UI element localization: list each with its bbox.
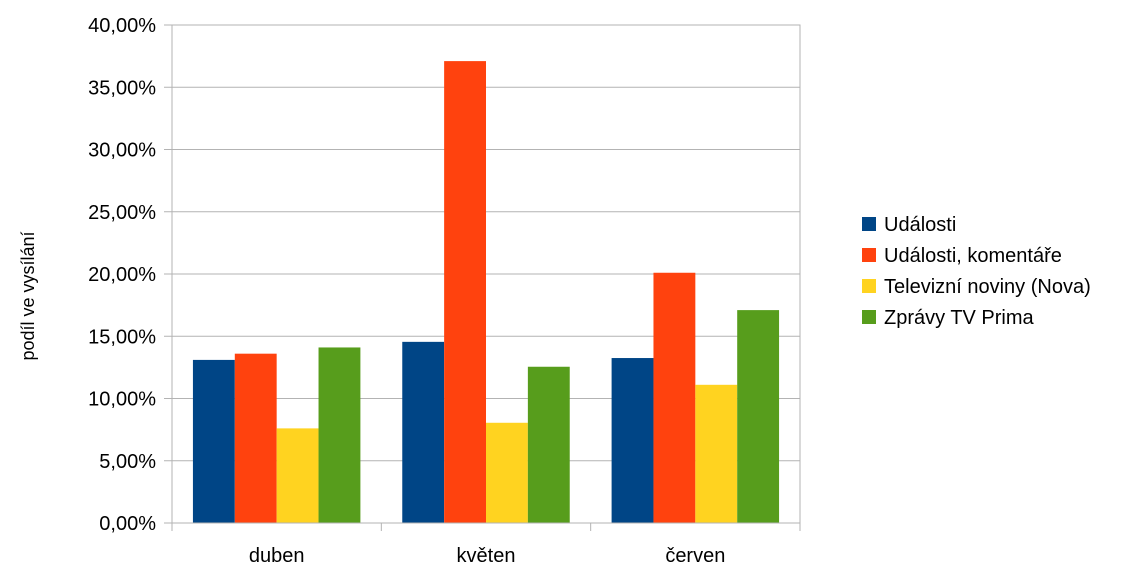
legend-label: Události xyxy=(884,214,956,236)
bar xyxy=(234,353,277,523)
x-tick-label: duben xyxy=(249,545,305,567)
bar xyxy=(402,341,445,523)
y-tick-label: 15,00% xyxy=(88,326,156,348)
bars xyxy=(192,61,780,523)
bar xyxy=(318,347,361,523)
bar xyxy=(611,358,654,523)
bar xyxy=(695,384,738,523)
legend-swatch xyxy=(862,248,876,262)
legend-swatch xyxy=(862,279,876,293)
x-tick-labels: duben květen červen xyxy=(249,545,725,567)
plot-area-border xyxy=(171,24,801,524)
legend-label: Události, komentáře xyxy=(884,245,1062,267)
bar xyxy=(737,310,780,523)
legend-swatch xyxy=(862,310,876,324)
y-axis-title: podíl ve vysílání xyxy=(18,231,38,360)
y-tick-label: 35,00% xyxy=(88,77,156,99)
y-tick-label: 10,00% xyxy=(88,389,156,411)
axes xyxy=(171,24,801,531)
legend-label: Zprávy TV Prima xyxy=(884,307,1035,329)
bar xyxy=(653,272,696,523)
y-tick-label: 5,00% xyxy=(99,451,156,473)
legend-swatch xyxy=(862,217,876,231)
x-tick-label: květen xyxy=(457,545,516,567)
bar xyxy=(444,61,486,523)
y-tick-label: 30,00% xyxy=(88,140,156,162)
y-tick-labels: 0,00% 5,00% 10,00% 15,00% 20,00% 25,00% 30,00%… xyxy=(88,15,156,535)
y-tick-label: 25,00% xyxy=(88,202,156,224)
legend-label: Televizní noviny (Nova) xyxy=(884,276,1091,298)
bar xyxy=(192,359,235,523)
bar xyxy=(527,366,570,523)
bar xyxy=(486,422,528,523)
y-tick-label: 0,00% xyxy=(99,513,156,535)
legend: Události Události, komentáře Televizní nov… xyxy=(862,214,1091,329)
bar xyxy=(276,428,319,523)
x-tick-label: červen xyxy=(665,545,725,567)
y-tick-label: 40,00% xyxy=(88,15,156,37)
y-tick-label: 20,00% xyxy=(88,264,156,286)
